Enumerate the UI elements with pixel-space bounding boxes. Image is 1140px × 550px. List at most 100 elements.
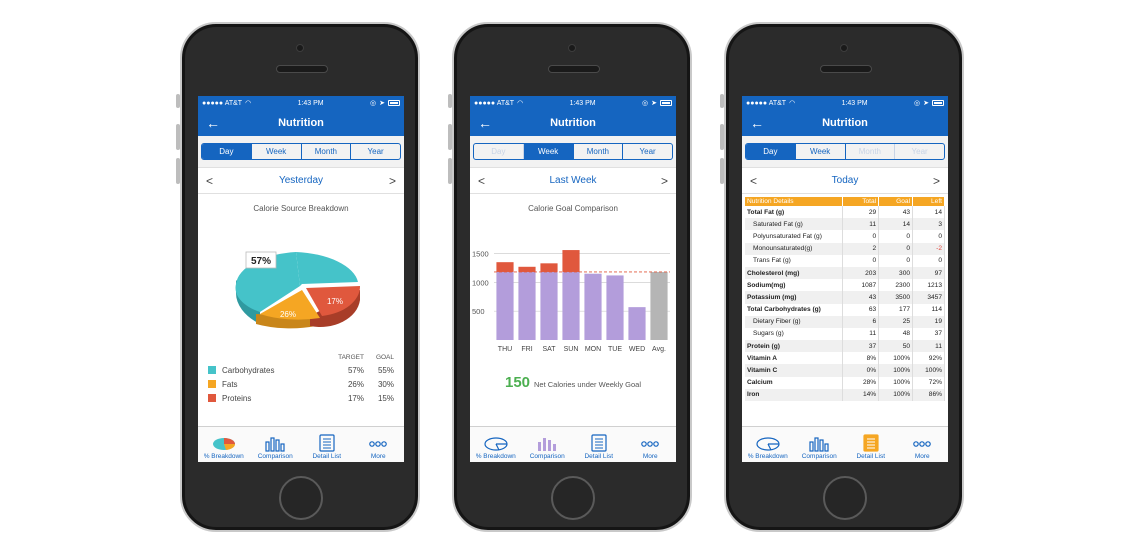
row-total: 37 xyxy=(842,340,880,353)
x-tick-label: THU xyxy=(498,346,512,353)
row-goal: 43 xyxy=(878,206,914,219)
segment-year[interactable]: Year xyxy=(639,147,656,156)
page-title: Nutrition xyxy=(278,117,324,129)
status-bar: ●●●●● AT&T ◠ 1:43 PM ◎ ➤ xyxy=(742,96,948,110)
back-arrow-icon[interactable]: ← xyxy=(478,115,492,131)
table-row: Total Fat (g) 29 43 14 xyxy=(745,206,945,219)
list-icon xyxy=(319,434,335,452)
tab-comparison[interactable]: Comparison xyxy=(794,427,846,462)
tab-label: Comparison xyxy=(257,453,293,460)
row-total: 63 xyxy=(842,303,880,316)
header-goal: Goal xyxy=(878,197,914,206)
tab-label: Detail List xyxy=(856,453,886,460)
segment-day[interactable]: Day xyxy=(746,144,796,159)
table-row: Polyunsaturated Fat (g) 0 0 0 xyxy=(745,230,945,243)
tab-detail-list[interactable]: Detail List xyxy=(845,427,897,462)
tab-label: Detail List xyxy=(312,453,342,460)
legend-target: 17% xyxy=(347,393,364,403)
x-tick-label: Avg. xyxy=(652,346,666,353)
row-name: Protein (g) xyxy=(745,340,844,353)
tab-label: % Breakdown xyxy=(747,453,788,460)
tab-comparison[interactable]: Comparison xyxy=(250,427,302,462)
row-total: 203 xyxy=(842,266,880,280)
segment-week[interactable]: Week xyxy=(523,144,574,159)
row-total: 0 xyxy=(842,254,880,267)
row-name: Vitamin A xyxy=(745,352,844,365)
pie-slice-proteins xyxy=(306,286,361,316)
clock: 1:43 PM xyxy=(569,99,596,107)
segment-day[interactable]: Day xyxy=(202,144,252,159)
location-icon: ➤ xyxy=(923,100,929,107)
table-row: Potassium (mg) 43 3500 3457 xyxy=(745,291,945,304)
chart-title: Calorie Source Breakdown xyxy=(253,204,349,213)
screen-comparison: ●●●●● AT&T ◠ 1:43 PM ◎ ➤ ← Nutrition Day W… xyxy=(470,96,676,462)
row-goal: 14 xyxy=(878,218,914,231)
row-total: 0 xyxy=(842,230,880,243)
prev-date-icon[interactable]: < xyxy=(206,173,214,188)
row-name: Cholesterol (mg) xyxy=(745,266,844,280)
segment-day: Day xyxy=(474,144,524,159)
carrier-label: ●●●●● AT&T xyxy=(746,99,787,107)
bar-over-goal xyxy=(518,266,536,272)
back-arrow-icon[interactable]: ← xyxy=(206,115,220,131)
location-icon: ➤ xyxy=(651,100,657,107)
tab-comparison[interactable]: Comparison xyxy=(522,427,574,462)
legend-target: 26% xyxy=(347,379,364,389)
tab-more[interactable]: More xyxy=(897,427,949,462)
status-bar: ●●●●● AT&T ◠ 1:43 PM ◎ ➤ xyxy=(470,96,676,110)
row-name: Total Fat (g) xyxy=(745,206,844,219)
camera-dot xyxy=(840,44,848,52)
location-icon: ➤ xyxy=(379,100,385,107)
next-date-icon[interactable]: > xyxy=(660,173,668,188)
phone-3: ●●●●● AT&T ◠ 1:43 PM ◎ ➤ ← Nutrition Day W… xyxy=(720,22,964,532)
phone-1: ●●●●● AT&T ◠ 1:43 PM ◎ ➤ ← Nutrition Day W… xyxy=(176,22,420,532)
next-date-icon[interactable]: > xyxy=(932,173,940,188)
earpiece xyxy=(276,65,328,73)
camera-dot xyxy=(568,44,576,52)
tab-label: More xyxy=(642,453,658,460)
volume-down-button xyxy=(720,158,724,184)
bar-chart-icon xyxy=(538,438,557,451)
segment-week[interactable]: Week xyxy=(252,144,302,159)
row-name: Iron xyxy=(745,388,844,401)
period-selector: Day Week Month Year xyxy=(470,136,676,168)
mute-switch xyxy=(720,94,724,108)
bar xyxy=(628,307,646,340)
row-total: 8% xyxy=(842,352,880,365)
tab-detail-list[interactable]: Detail List xyxy=(573,427,625,462)
date-label: Today xyxy=(831,175,859,186)
alarm-icon: ◎ xyxy=(370,100,377,107)
table-header-row: Nutrition Details Total Goal Left xyxy=(745,197,945,206)
tab-more[interactable]: More xyxy=(625,427,677,462)
tab-label: Comparison xyxy=(801,453,837,460)
tab-breakdown[interactable]: % Breakdown xyxy=(198,427,250,462)
home-button[interactable] xyxy=(823,476,867,520)
tab-breakdown[interactable]: % Breakdown xyxy=(742,427,794,462)
pie-label-fats: 26% xyxy=(280,310,296,319)
segment-month[interactable]: Month xyxy=(302,144,352,159)
back-arrow-icon[interactable]: ← xyxy=(750,115,764,131)
next-date-icon[interactable]: > xyxy=(388,173,396,188)
bar xyxy=(496,271,514,340)
prev-date-icon[interactable]: < xyxy=(750,173,758,188)
tab-more[interactable]: More xyxy=(353,427,405,462)
segment-year[interactable]: Year xyxy=(367,147,384,156)
battery-icon xyxy=(660,100,672,106)
home-button[interactable] xyxy=(279,476,323,520)
row-name: Polyunsaturated Fat (g) xyxy=(745,230,844,243)
row-goal: 0 xyxy=(878,242,914,255)
home-button[interactable] xyxy=(551,476,595,520)
volume-down-button xyxy=(448,158,452,184)
tab-breakdown[interactable]: % Breakdown xyxy=(470,427,522,462)
table-row: Iron 14% 100% 86% xyxy=(745,388,945,401)
prev-date-icon[interactable]: < xyxy=(478,173,486,188)
tab-detail-list[interactable]: Detail List xyxy=(301,427,353,462)
segment-month[interactable]: Month xyxy=(574,144,624,159)
row-goal: 100% xyxy=(878,388,914,401)
bar xyxy=(518,271,536,340)
segment-week[interactable]: Week xyxy=(796,144,846,159)
legend-goal: 15% xyxy=(377,393,394,403)
legend-name: Carbohydrates xyxy=(222,365,275,375)
row-goal: 25 xyxy=(878,315,914,328)
row-left: 14 xyxy=(912,206,945,219)
